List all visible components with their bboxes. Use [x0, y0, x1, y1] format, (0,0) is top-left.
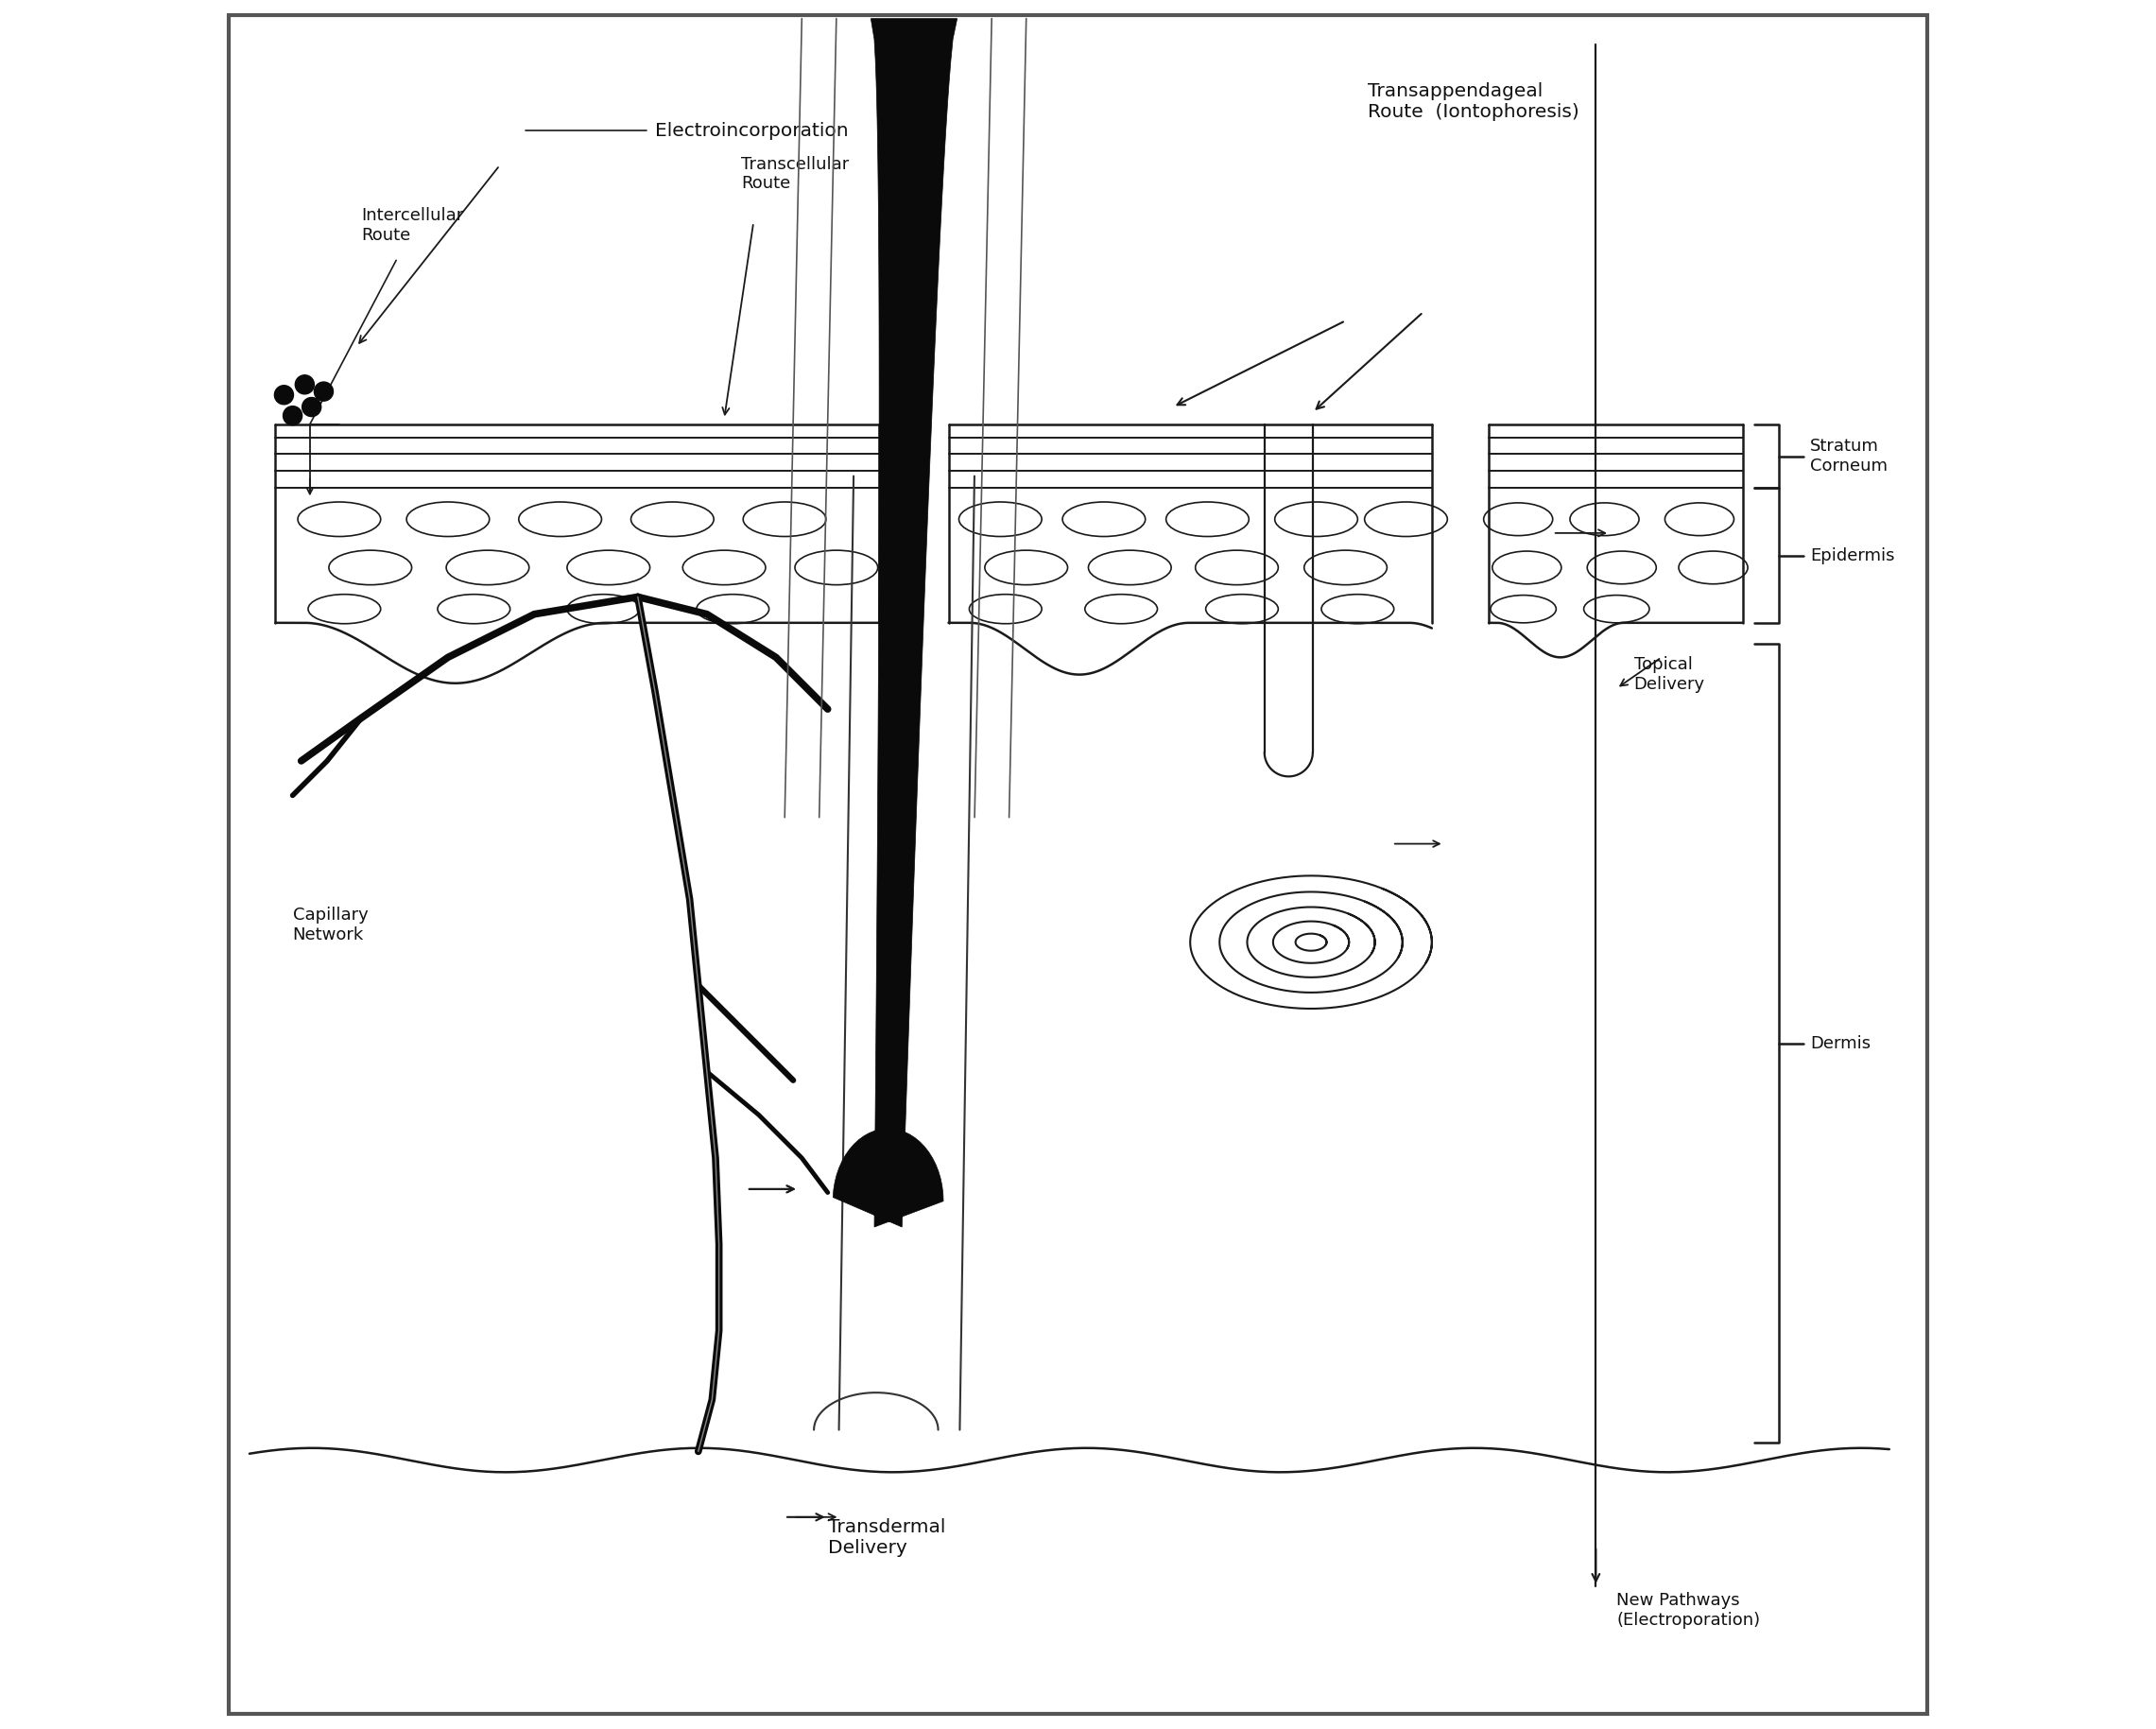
Text: Transappendageal
Route  (Iontophoresis): Transappendageal Route (Iontophoresis): [1369, 81, 1580, 121]
Circle shape: [295, 375, 315, 394]
Text: Transdermal
Delivery: Transdermal Delivery: [828, 1518, 944, 1558]
Text: Stratum
Corneum: Stratum Corneum: [1809, 437, 1886, 474]
Text: Topical
Delivery: Topical Delivery: [1634, 657, 1705, 693]
Circle shape: [282, 406, 302, 425]
Polygon shape: [832, 19, 957, 1228]
Text: New Pathways
(Electroporation): New Pathways (Electroporation): [1617, 1592, 1759, 1629]
Text: Intercellular
Route: Intercellular Route: [362, 207, 464, 244]
Text: Dermis: Dermis: [1809, 1034, 1871, 1051]
Circle shape: [302, 398, 321, 417]
Text: Electroincorporation: Electroincorporation: [655, 121, 849, 140]
Text: Epidermis: Epidermis: [1809, 546, 1895, 564]
Circle shape: [274, 386, 293, 405]
Text: Capillary
Network: Capillary Network: [293, 906, 369, 944]
Circle shape: [315, 382, 334, 401]
Text: Transcellular
Route: Transcellular Route: [742, 156, 849, 192]
